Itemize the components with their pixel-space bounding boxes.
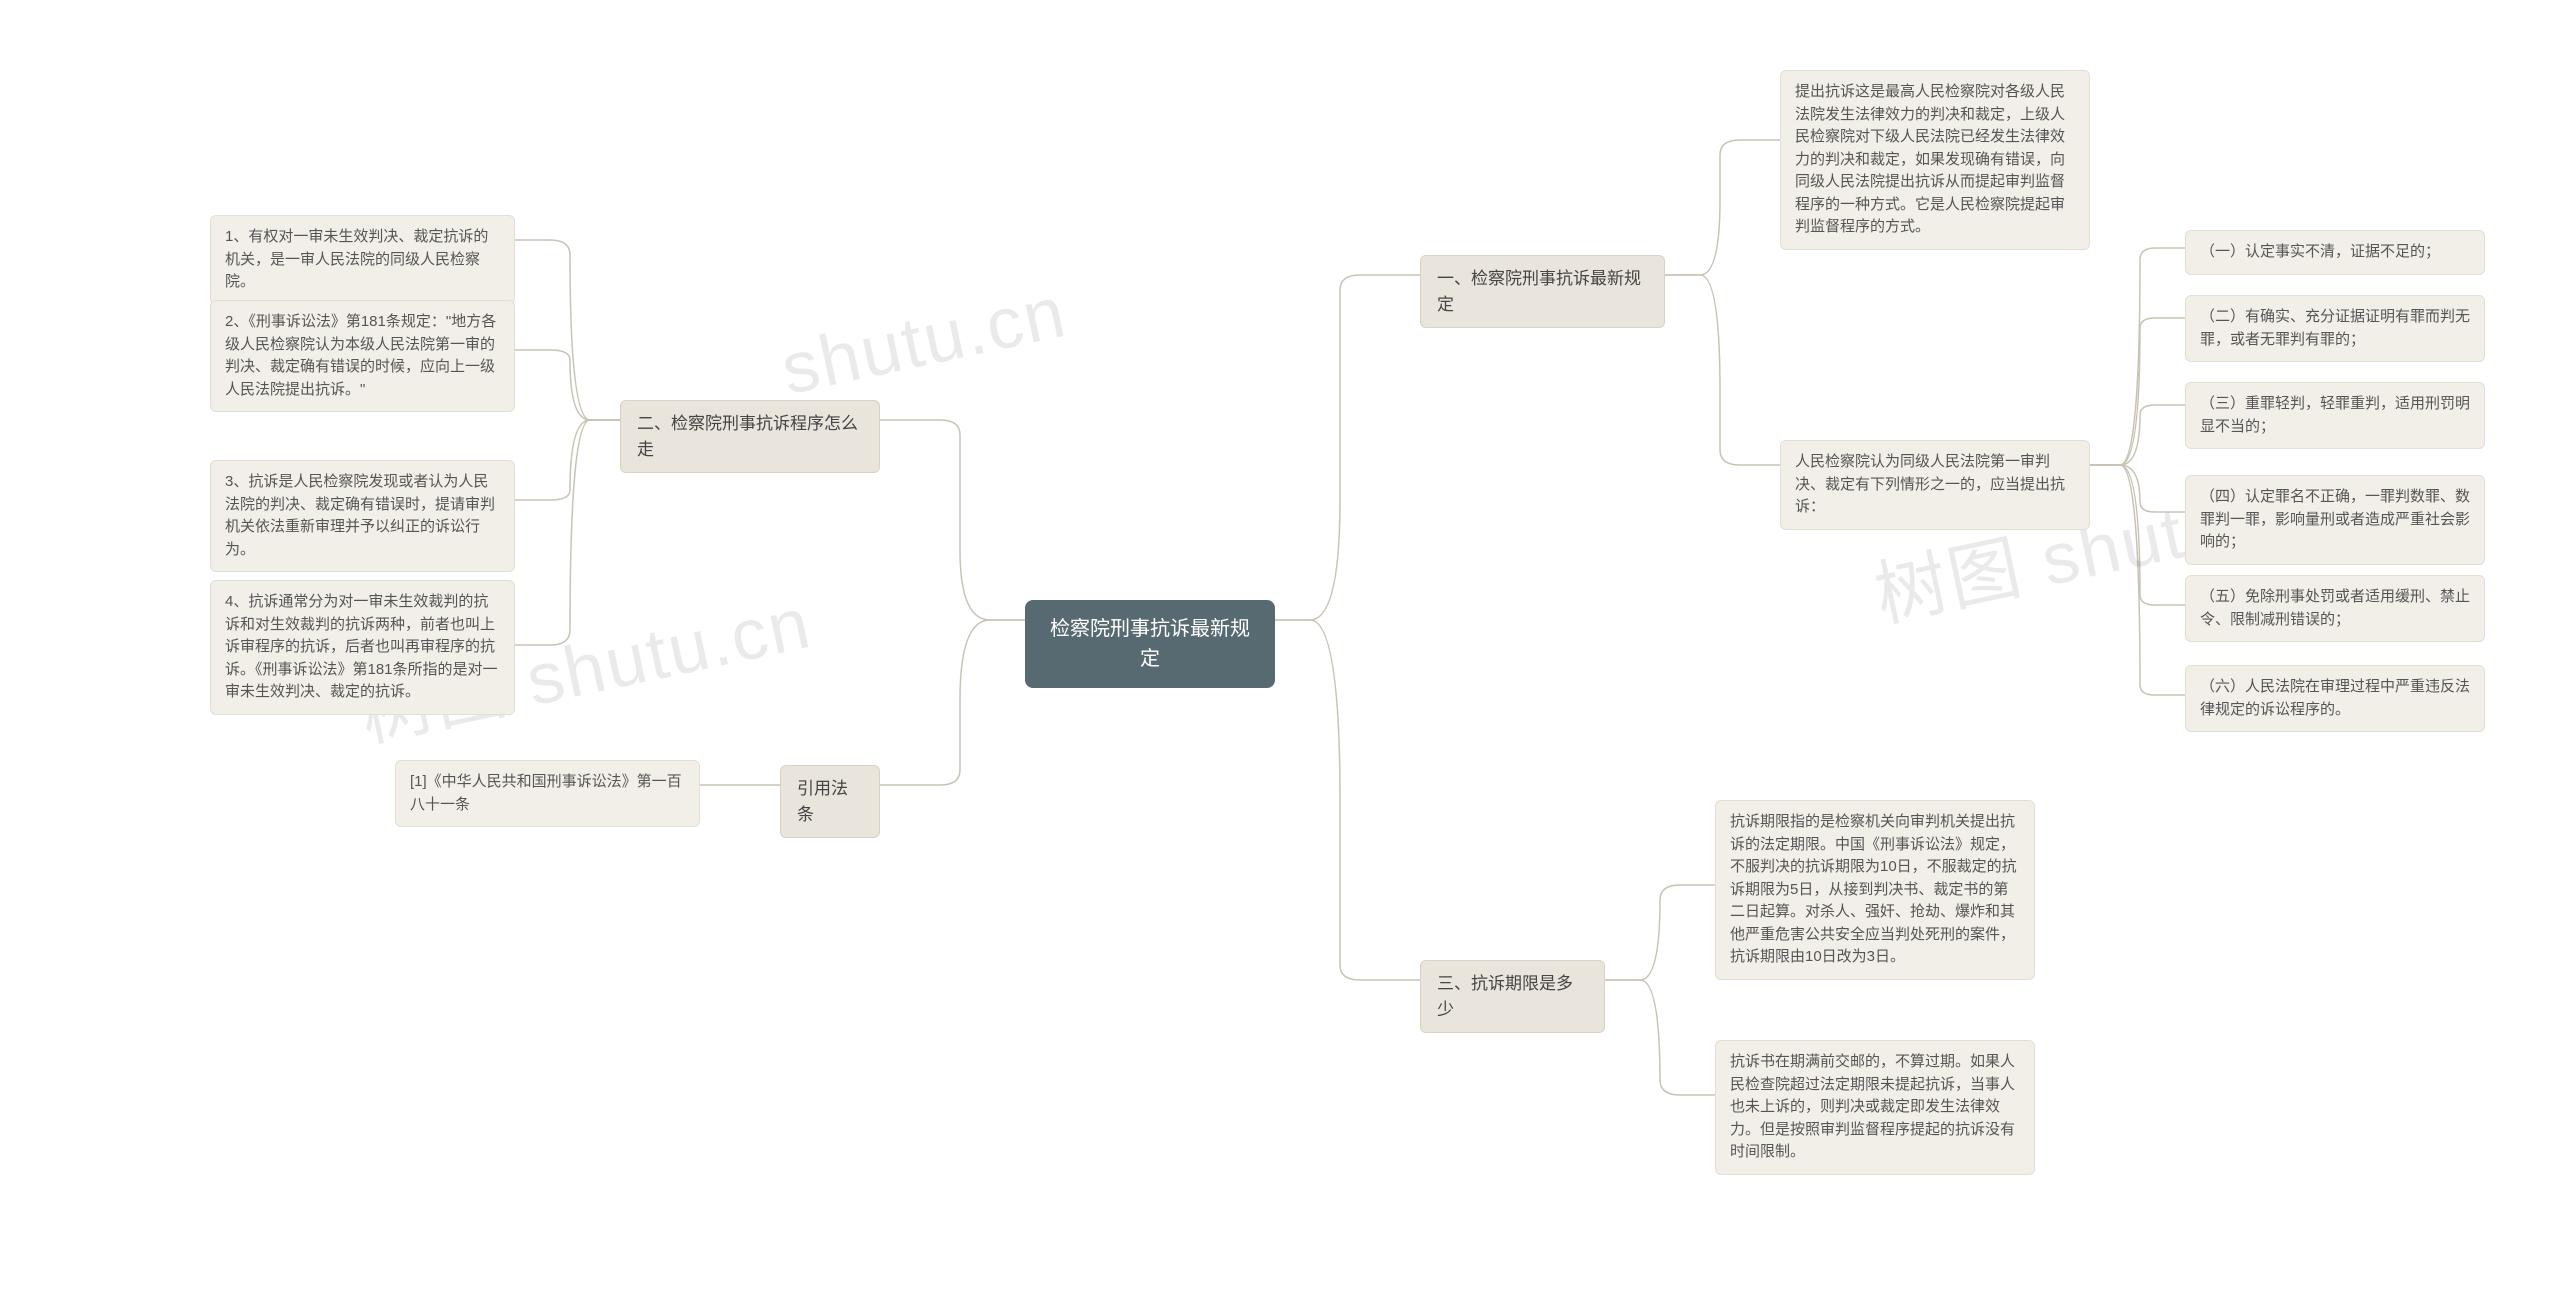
leaf-r1-1[interactable]: 提出抗诉这是最高人民检察院对各级人民法院发生法律效力的判决和裁定，上级人民检察院… bbox=[1780, 70, 2090, 250]
leaf-r1-2-3[interactable]: （三）重罪轻判，轻罪重判，适用刑罚明显不当的； bbox=[2185, 382, 2485, 449]
leaf-r1-2-1[interactable]: （一）认定事实不清，证据不足的； bbox=[2185, 230, 2485, 275]
leaf-r1-2-2[interactable]: （二）有确实、充分证据证明有罪而判无罪，或者无罪判有罪的； bbox=[2185, 295, 2485, 362]
leaf-lref-1[interactable]: [1]《中华人民共和国刑事诉讼法》第一百八十一条 bbox=[395, 760, 700, 827]
leaf-r3-1[interactable]: 抗诉期限指的是检察机关向审判机关提出抗诉的法定期限。中国《刑事诉讼法》规定，不服… bbox=[1715, 800, 2035, 980]
leaf-r1-2[interactable]: 人民检察院认为同级人民法院第一审判决、裁定有下列情形之一的，应当提出抗诉： bbox=[1780, 440, 2090, 530]
branch-left-2[interactable]: 二、检察院刑事抗诉程序怎么走 bbox=[620, 400, 880, 473]
branch-left-ref[interactable]: 引用法条 bbox=[780, 765, 880, 838]
watermark: shutu.cn bbox=[775, 271, 1074, 411]
branch-right-1[interactable]: 一、检察院刑事抗诉最新规定 bbox=[1420, 255, 1665, 328]
leaf-l2-3[interactable]: 3、抗诉是人民检察院发现或者认为人民法院的判决、裁定确有错误时，提请审判机关依法… bbox=[210, 460, 515, 572]
leaf-r1-2-4[interactable]: （四）认定罪名不正确，一罪判数罪、数罪判一罪，影响量刑或者造成严重社会影响的； bbox=[2185, 475, 2485, 565]
leaf-r1-2-6[interactable]: （六）人民法院在审理过程中严重违反法律规定的诉讼程序的。 bbox=[2185, 665, 2485, 732]
leaf-r3-2[interactable]: 抗诉书在期满前交邮的，不算过期。如果人民检查院超过法定期限未提起抗诉，当事人也未… bbox=[1715, 1040, 2035, 1175]
leaf-l2-2[interactable]: 2、《刑事诉讼法》第181条规定："地方各级人民检察院认为本级人民法院第一审的判… bbox=[210, 300, 515, 412]
branch-right-3[interactable]: 三、抗诉期限是多少 bbox=[1420, 960, 1605, 1033]
mindmap-root[interactable]: 检察院刑事抗诉最新规定 bbox=[1025, 600, 1275, 688]
leaf-r1-2-5[interactable]: （五）免除刑事处罚或者适用缓刑、禁止令、限制减刑错误的； bbox=[2185, 575, 2485, 642]
leaf-l2-1[interactable]: 1、有权对一审未生效判决、裁定抗诉的机关，是一审人民法院的同级人民检察院。 bbox=[210, 215, 515, 305]
leaf-l2-4[interactable]: 4、抗诉通常分为对一审未生效裁判的抗诉和对生效裁判的抗诉两种，前者也叫上诉审程序… bbox=[210, 580, 515, 715]
